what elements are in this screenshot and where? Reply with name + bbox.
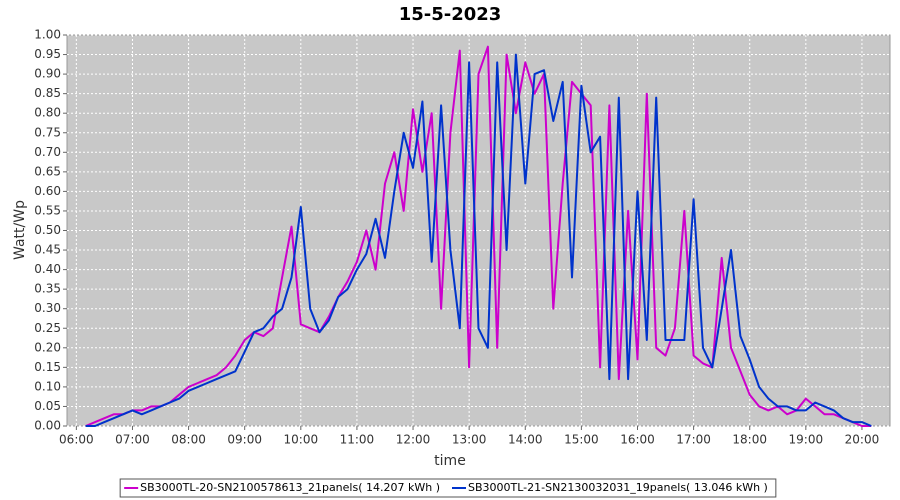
chart-title: 15-5-2023 [399,4,502,25]
legend-label: SB3000TL-20-SN2100578613_21panels( 14.20… [140,481,440,494]
x-tick-label: 09:00 [227,433,262,447]
y-tick-label: 0.85 [34,86,61,100]
y-tick-label: 0.00 [34,419,61,433]
y-tick-label: 0.95 [34,47,61,61]
x-tick-label: 16:00 [620,433,655,447]
y-tick-label: 0.15 [34,360,61,374]
series-line [85,53,872,427]
x-tick-label: 12:00 [396,433,431,447]
x-axis-label: time [434,453,466,469]
y-tick-label: 0.50 [34,223,61,237]
legend-label: SB3000TL-21-SN2130032031_19panels( 13.04… [468,481,768,494]
x-tick-label: 06:00 [59,433,94,447]
y-tick-label: 1.00 [34,28,61,42]
y-tick-label: 0.40 [34,262,61,276]
x-tick-label: 08:00 [171,433,206,447]
x-tick-label: 10:00 [284,433,319,447]
x-tick-label: 20:00 [845,433,880,447]
y-tick-label: 0.65 [34,164,61,178]
y-tick-label: 0.30 [34,301,61,315]
x-tick-label: 11:00 [340,433,375,447]
x-tick-label: 13:00 [452,433,487,447]
y-tick-label: 0.35 [34,282,61,296]
y-tick-label: 0.20 [34,340,61,354]
y-tick-label: 0.25 [34,321,61,335]
y-tick-label: 0.90 [34,67,61,81]
legend: SB3000TL-20-SN2100578613_21panels( 14.20… [119,478,777,498]
y-tick-label: 0.80 [34,106,61,120]
y-tick-label: 0.55 [34,203,61,217]
y-axis-label: Watt/Wp [12,200,28,260]
y-tick-label: 0.45 [34,243,61,257]
series-line [85,45,872,427]
y-tick-label: 0.75 [34,125,61,139]
x-tick-label: 07:00 [115,433,150,447]
y-tick-label: 0.05 [34,399,61,413]
legend-box [119,478,777,498]
y-tick-label: 0.70 [34,145,61,159]
x-tick-label: 18:00 [732,433,767,447]
y-tick-label: 0.10 [34,379,61,393]
y-tick-label: 0.60 [34,184,61,198]
x-tick-label: 19:00 [789,433,824,447]
x-tick-label: 14:00 [508,433,543,447]
x-tick-label: 15:00 [564,433,599,447]
x-tick-label: 17:00 [676,433,711,447]
